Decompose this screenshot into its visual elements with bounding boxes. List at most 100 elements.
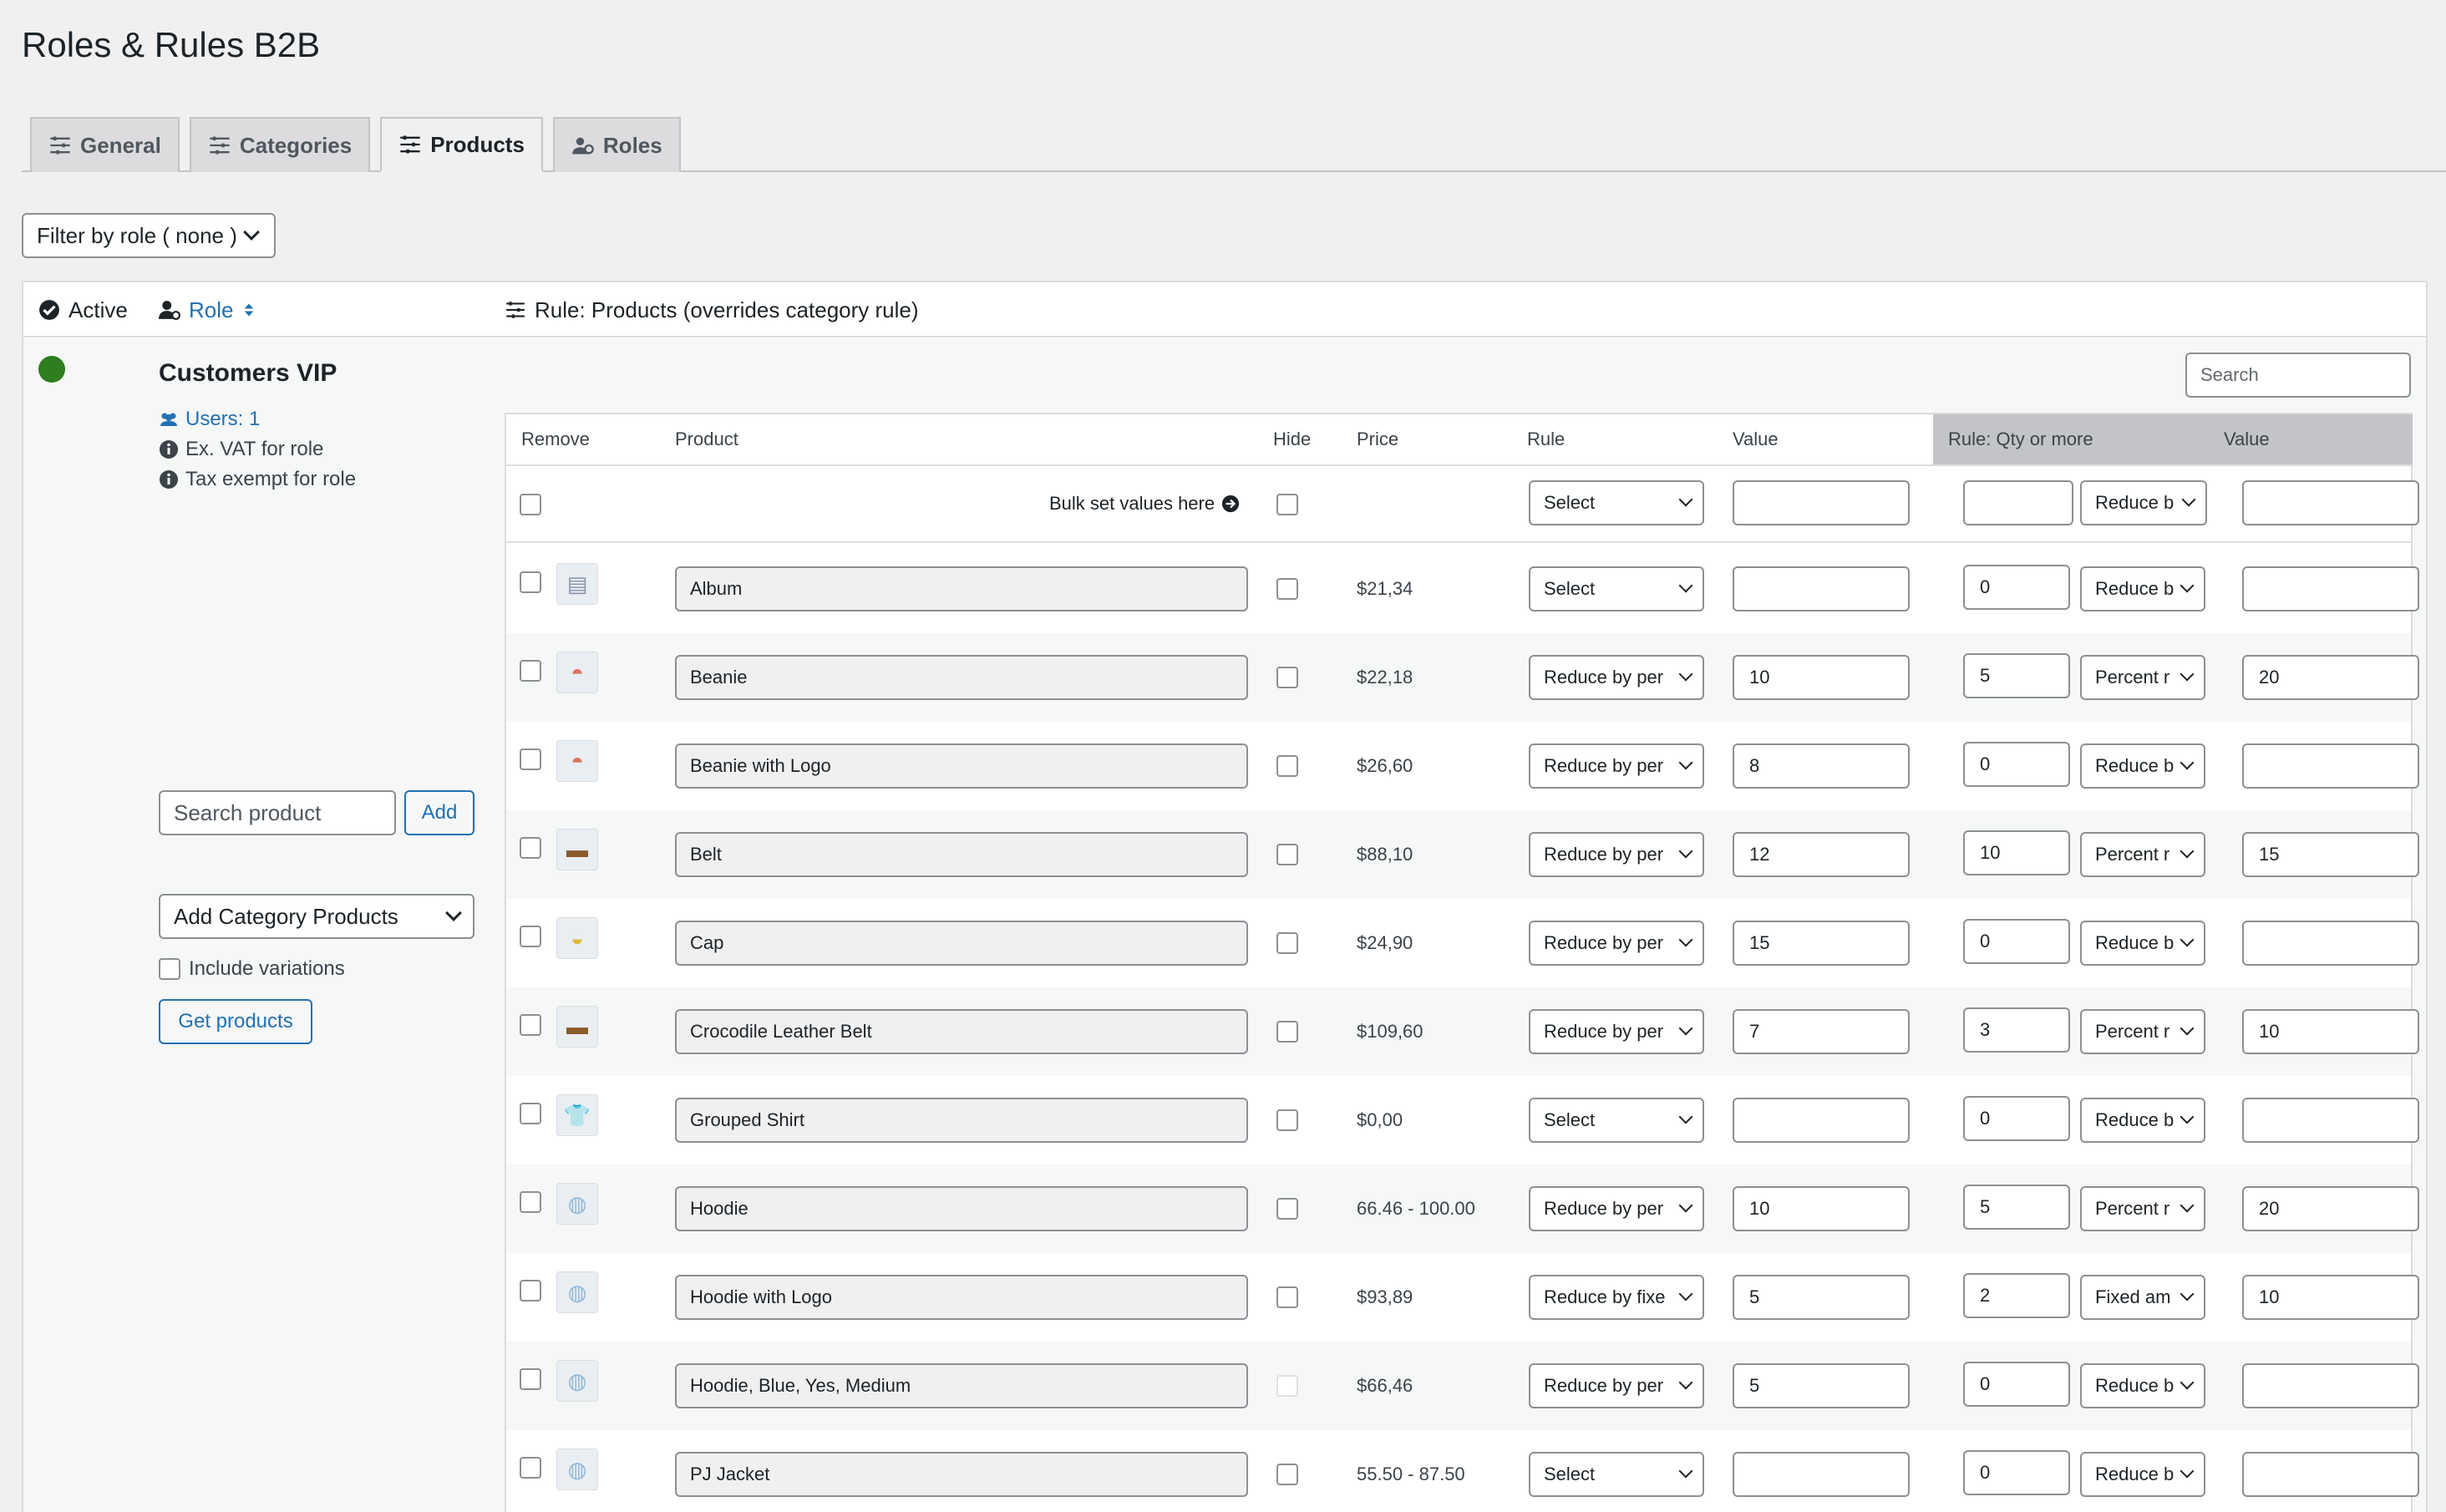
remove-checkbox[interactable]	[520, 1014, 541, 1036]
qty-rule-select[interactable]: Reduce b	[2080, 743, 2205, 789]
remove-checkbox[interactable]	[520, 926, 541, 947]
value-input[interactable]	[1733, 1452, 1910, 1497]
qty-rule-select[interactable]: Reduce b	[2080, 1363, 2205, 1408]
value-input[interactable]: 10	[1733, 1186, 1910, 1231]
qty-value-input[interactable]: 10	[2242, 1009, 2419, 1054]
tab-roles[interactable]: Roles	[552, 117, 681, 172]
qty-input[interactable]: 5	[1963, 653, 2070, 698]
rule-select[interactable]: Reduce by per	[1529, 1363, 1704, 1408]
rule-select[interactable]: Reduce by per	[1529, 832, 1704, 877]
search-input[interactable]: Search	[2185, 353, 2411, 398]
tab-products[interactable]: Products	[380, 117, 543, 172]
qty-value-input[interactable]: 20	[2242, 655, 2419, 700]
bulk-qty-input[interactable]	[1963, 480, 2073, 525]
value-input[interactable]: 5	[1733, 1275, 1910, 1320]
qty-input[interactable]: 0	[1963, 742, 2070, 787]
qty-input[interactable]: 0	[1963, 1450, 2070, 1495]
rule-select[interactable]: Reduce by fixe	[1529, 1275, 1704, 1320]
include-variations-checkbox[interactable]	[159, 958, 180, 980]
hide-checkbox[interactable]	[1276, 667, 1298, 688]
qty-input[interactable]: 3	[1963, 1007, 2070, 1053]
hide-checkbox[interactable]	[1276, 1464, 1298, 1485]
value-input[interactable]: 7	[1733, 1009, 1910, 1054]
qty-input[interactable]: 0	[1963, 1096, 2070, 1141]
qty-value-input[interactable]	[2242, 1363, 2419, 1408]
remove-checkbox[interactable]	[520, 1191, 541, 1213]
role-column-header[interactable]: Role	[159, 282, 256, 337]
rule-select[interactable]: Reduce by per	[1529, 743, 1704, 789]
include-variations-option[interactable]: Include variations	[159, 957, 345, 981]
remove-checkbox[interactable]	[520, 1280, 541, 1301]
bulk-value-input[interactable]	[1733, 480, 1910, 525]
hide-checkbox[interactable]	[1276, 1021, 1298, 1043]
rule-select[interactable]: Reduce by per	[1529, 1186, 1704, 1231]
qty-rule-select[interactable]: Percent r	[2080, 655, 2205, 700]
users-count[interactable]: Users: 1	[185, 408, 261, 430]
filter-by-role-select[interactable]: Filter by role ( none )	[22, 213, 276, 258]
rule-select[interactable]: Reduce by per	[1529, 655, 1704, 700]
qty-rule-select[interactable]: Reduce b	[2080, 921, 2205, 966]
qty-input[interactable]: 5	[1963, 1185, 2070, 1230]
qty-value-input[interactable]	[2242, 921, 2419, 966]
hide-checkbox[interactable]	[1276, 755, 1298, 777]
qty-rule-select[interactable]: Percent r	[2080, 1186, 2205, 1231]
bulk-hide-checkbox[interactable]	[1276, 494, 1298, 515]
role-sort-link[interactable]: Role	[189, 297, 234, 322]
remove-checkbox[interactable]	[520, 660, 541, 682]
bulk-rule-select[interactable]: Select	[1529, 480, 1704, 525]
rule-select[interactable]: Reduce by per	[1529, 1009, 1704, 1054]
tab-categories[interactable]: Categories	[189, 117, 371, 172]
hide-checkbox[interactable]	[1276, 844, 1298, 865]
qty-value-input[interactable]	[2242, 1452, 2419, 1497]
value-input[interactable]	[1733, 1098, 1910, 1143]
qty-rule-select[interactable]: Percent r	[2080, 832, 2205, 877]
remove-checkbox[interactable]	[520, 1457, 541, 1479]
remove-checkbox[interactable]	[520, 571, 541, 593]
search-product-input[interactable]: Search product	[159, 790, 396, 835]
value-input[interactable]: 15	[1733, 921, 1910, 966]
qty-input[interactable]: 0	[1963, 1362, 2070, 1407]
tab-general[interactable]: General	[30, 117, 180, 172]
qty-input[interactable]: 0	[1963, 565, 2070, 610]
qty-rule-select[interactable]: Reduce b	[2080, 1098, 2205, 1143]
hide-checkbox[interactable]	[1276, 578, 1298, 600]
active-status-indicator[interactable]	[38, 356, 65, 383]
qty-value-input[interactable]: 10	[2242, 1275, 2419, 1320]
bulk-qty-value-input[interactable]	[2242, 480, 2419, 525]
value-input[interactable]: 10	[1733, 655, 1910, 700]
remove-checkbox[interactable]	[520, 1103, 541, 1124]
qty-value-input[interactable]	[2242, 743, 2419, 789]
hide-checkbox[interactable]	[1276, 1286, 1298, 1308]
value-input[interactable]: 5	[1733, 1363, 1910, 1408]
value-input[interactable]: 8	[1733, 743, 1910, 789]
qty-value-input[interactable]	[2242, 1098, 2419, 1143]
hide-checkbox[interactable]	[1276, 1375, 1298, 1397]
qty-input[interactable]: 0	[1963, 919, 2070, 964]
qty-value-input[interactable]: 15	[2242, 832, 2419, 877]
remove-checkbox[interactable]	[520, 837, 541, 859]
add-category-products-select[interactable]: Add Category Products	[159, 894, 474, 939]
qty-value-input[interactable]	[2242, 566, 2419, 611]
hide-checkbox[interactable]	[1276, 1198, 1298, 1220]
get-products-button[interactable]: Get products	[159, 999, 312, 1044]
hide-checkbox[interactable]	[1276, 932, 1298, 954]
add-product-button[interactable]: Add	[404, 790, 474, 835]
remove-checkbox[interactable]	[520, 748, 541, 770]
value-input[interactable]: 12	[1733, 832, 1910, 877]
qty-input[interactable]: 10	[1963, 830, 2070, 875]
bulk-select-all-checkbox[interactable]	[520, 494, 541, 515]
value-input[interactable]	[1733, 566, 1910, 611]
qty-rule-select[interactable]: Fixed am	[2080, 1275, 2205, 1320]
qty-input[interactable]: 2	[1963, 1273, 2070, 1318]
qty-rule-select[interactable]: Reduce b	[2080, 566, 2205, 611]
bulk-qty-rule-select[interactable]: Reduce b	[2080, 480, 2207, 525]
rule-select[interactable]: Reduce by per	[1529, 921, 1704, 966]
rule-select[interactable]: Select	[1529, 1452, 1704, 1497]
users-link[interactable]: Users: 1	[159, 408, 260, 431]
rule-select[interactable]: Select	[1529, 566, 1704, 611]
qty-rule-select[interactable]: Reduce b	[2080, 1452, 2205, 1497]
hide-checkbox[interactable]	[1276, 1109, 1298, 1131]
qty-rule-select[interactable]: Percent r	[2080, 1009, 2205, 1054]
rule-select[interactable]: Select	[1529, 1098, 1704, 1143]
remove-checkbox[interactable]	[520, 1368, 541, 1390]
